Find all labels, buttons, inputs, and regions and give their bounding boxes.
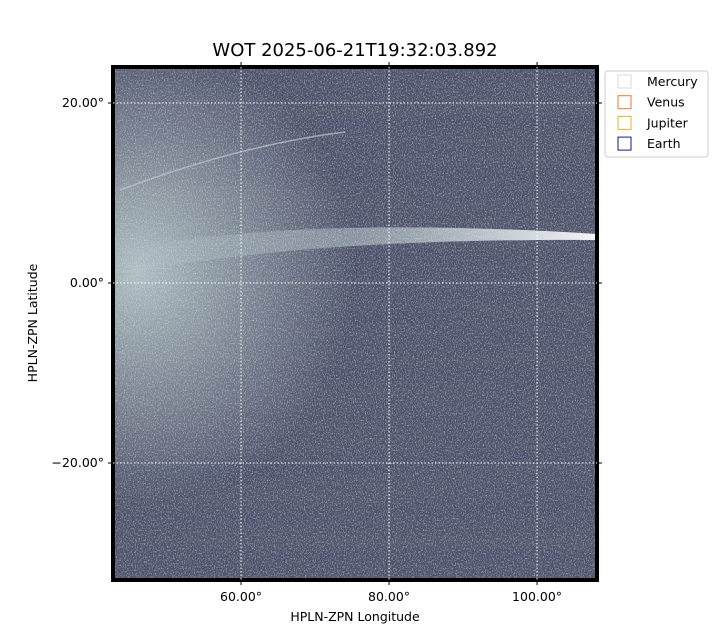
image	[111, 65, 599, 582]
legend-swatch	[617, 136, 632, 151]
x-axis-label: HPLN-ZPN Longitude	[290, 609, 420, 624]
y-tick-label: 20.00°	[62, 95, 104, 110]
chart-title: WOT 2025-06-21T19:32:03.892	[212, 40, 497, 61]
legend-label: Earth	[647, 136, 681, 151]
legend-swatch	[617, 74, 632, 89]
y-tick-label: −20.00°	[51, 455, 104, 470]
legend-label: Mercury	[647, 74, 698, 89]
legend-label: Jupiter	[646, 115, 689, 130]
x-tick-label: 100.00°	[512, 589, 562, 604]
x-tick-label: 60.00°	[220, 589, 262, 604]
x-tick-label: 80.00°	[368, 589, 410, 604]
legend-swatch	[617, 95, 632, 110]
legend-swatch	[617, 115, 632, 130]
y-axis-label: HPLN-ZPN Latitude	[25, 263, 40, 382]
legend: Mercury Venus Jupiter Earth	[604, 70, 709, 158]
legend-label: Venus	[647, 95, 685, 110]
y-tick-label: 0.00°	[70, 275, 104, 290]
